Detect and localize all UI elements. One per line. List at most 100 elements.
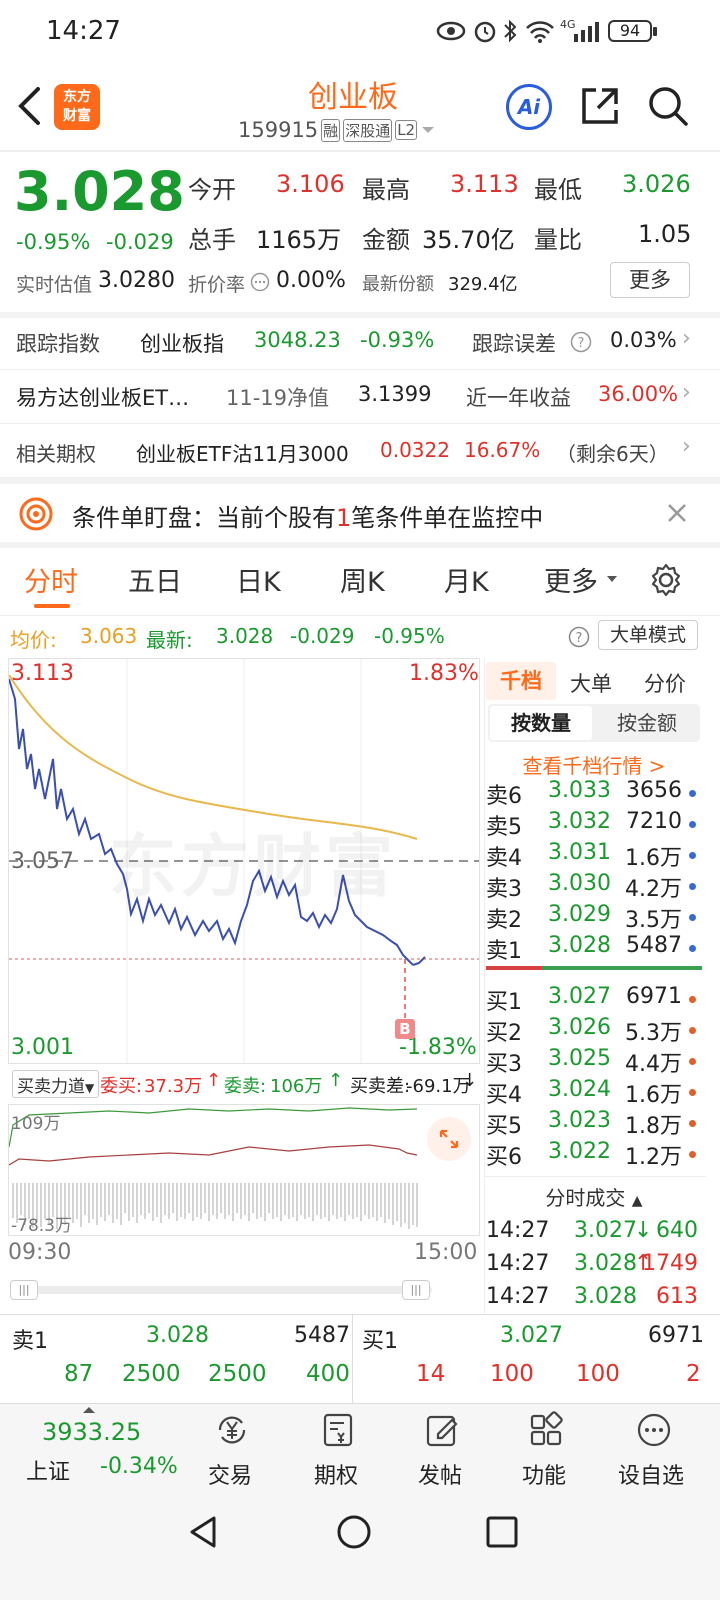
condition-alert-banner[interactable]: 条件单盯盘：当前个股有1笔条件单在监控中	[0, 484, 720, 542]
tab-monthly-k[interactable]: 月K	[444, 567, 489, 598]
more-info-icon[interactable]	[250, 272, 270, 292]
svg-text:?: ?	[576, 631, 583, 646]
scrollbar-left-handle[interactable]: |||	[10, 1280, 38, 1300]
tick-price: 3.028	[574, 1251, 637, 1276]
power-selector[interactable]: 买卖力道▼	[12, 1070, 100, 1098]
bid-level-row[interactable]: 买5 3.023 1.8万	[486, 1108, 702, 1139]
ask-level-row[interactable]: 卖6 3.033 3656	[486, 778, 702, 809]
help-icon[interactable]: ?	[570, 331, 592, 353]
tab-more[interactable]: 更多	[544, 567, 598, 598]
chevron-right-icon: ›	[682, 380, 691, 405]
system-back-icon[interactable]	[184, 1512, 224, 1552]
tracking-index-row[interactable]: 跟踪指数 创业板指 3048.23 -0.93% 跟踪误差 ? 0.03% ›	[0, 318, 720, 370]
battery-level: 94	[619, 21, 641, 40]
tab-five-day[interactable]: 五日	[128, 567, 182, 598]
caret-down-icon	[422, 127, 435, 133]
fund-nav-row[interactable]: 易方达创业板ET… 11-19净值 3.1399 近一年收益 36.00% ›	[0, 370, 720, 424]
network-label: 4G	[560, 18, 576, 31]
expand-chart-button[interactable]	[427, 1117, 471, 1161]
option-label: 相关期权	[16, 442, 96, 466]
settings-gear-icon[interactable]	[648, 562, 684, 598]
back-arrow-icon[interactable]	[16, 86, 42, 126]
return-value: 36.00%	[598, 382, 679, 406]
intraday-chart[interactable]: 东方财富 3.113 1.83% 3.057 3.001 -1.83% B	[8, 658, 480, 1064]
ai-label: Ai	[517, 95, 541, 119]
sell-order-qty: 2500	[208, 1361, 267, 1387]
avg-value: 3.063	[80, 624, 138, 648]
change-value: -0.029	[106, 230, 174, 254]
related-option-row[interactable]: 相关期权 创业板ETF沽11月3000 0.0322 16.67% （剩余6天）…	[0, 424, 720, 478]
nav-functions[interactable]: 功能	[496, 1404, 596, 1490]
system-home-icon[interactable]	[334, 1512, 374, 1552]
scrollbar-right-handle[interactable]: |||	[402, 1280, 430, 1300]
up-arrow-icon: ↑	[206, 1070, 222, 1091]
share-icon[interactable]	[578, 84, 622, 128]
close-icon[interactable]	[666, 502, 688, 524]
ticks-title: 分时成交	[545, 1186, 626, 1210]
search-icon[interactable]	[646, 84, 690, 128]
bid-level-row[interactable]: 买4 3.024 1.6万	[486, 1077, 702, 1108]
brand-logo[interactable]: 东方 财富	[54, 84, 100, 130]
security-code-row[interactable]: 159915 融 深股通 L2	[238, 116, 436, 144]
mode-by-quantity[interactable]: 按数量	[490, 706, 592, 740]
ask-level-row[interactable]: 卖4 3.031 1.6万	[486, 840, 702, 871]
option-price: 0.0322	[380, 438, 450, 462]
tab-weekly-k[interactable]: 周K	[340, 567, 385, 598]
bid-level-qty: 1.8万	[625, 1114, 682, 1139]
alarm-icon	[474, 21, 496, 43]
power-bottom-axis: -78.3万	[11, 1216, 72, 1236]
ask-level-dot	[689, 945, 696, 952]
bid-level-row[interactable]: 买2 3.026 5.3万	[486, 1015, 702, 1046]
nav-post[interactable]: 发帖	[392, 1404, 492, 1490]
track-pct: -0.93%	[360, 328, 435, 352]
ai-button[interactable]: Ai	[506, 84, 552, 130]
iopv-value: 3.0280	[98, 268, 175, 293]
time-axis-end: 15:00	[414, 1240, 478, 1265]
tab-daily-k[interactable]: 日K	[236, 567, 281, 598]
battery-icon: 94	[608, 20, 652, 42]
bid-level-label: 买6	[486, 1145, 522, 1170]
buy-order-qty: 2	[686, 1361, 701, 1387]
tick-time: 14:27	[486, 1284, 550, 1309]
time-range-scrollbar[interactable]: ||| |||	[8, 1280, 480, 1300]
nav-add-watchlist[interactable]: 设自选	[602, 1404, 712, 1490]
tab-price-distribution[interactable]: 分价	[644, 672, 686, 696]
change-pct: -0.95%	[16, 230, 91, 254]
nav-add-watchlist-label: 设自选	[618, 1464, 685, 1489]
bid-level-row[interactable]: 买3 3.025 4.4万	[486, 1046, 702, 1077]
view-thousand-levels-link[interactable]: 查看千档行情 >	[522, 754, 666, 778]
discount-label: 折价率	[188, 274, 246, 296]
tab-big-orders[interactable]: 大单	[570, 672, 612, 696]
bid-level-row[interactable]: 买1 3.027 6971	[486, 984, 702, 1015]
nav-options[interactable]: 期权	[288, 1404, 388, 1490]
system-recents-icon[interactable]	[482, 1512, 522, 1552]
system-nav-bar	[0, 1490, 720, 1600]
big-order-mode-button[interactable]: 大单模式	[598, 620, 698, 650]
help-icon[interactable]: ?	[568, 626, 590, 648]
edit-pencil-icon	[426, 1415, 458, 1447]
tab-intraday[interactable]: 分时	[24, 567, 78, 598]
buy-trade-marker[interactable]: B	[395, 1019, 415, 1039]
more-button[interactable]: 更多	[610, 262, 690, 298]
track-value: 3048.23	[254, 328, 341, 352]
ticks-header[interactable]: 分时成交 ▲	[486, 1182, 702, 1211]
ask-level-row[interactable]: 卖3 3.030 4.2万	[486, 871, 702, 902]
power-chart[interactable]: 109万 -78.3万	[8, 1104, 480, 1236]
index-name: 上证	[26, 1460, 71, 1485]
buy-order-qty: 100	[576, 1361, 620, 1387]
ask-level-label: 卖4	[486, 846, 522, 871]
index-ticker[interactable]: 3933.25 上证 -0.34%	[0, 1404, 190, 1490]
level1-buy-label: 买1	[362, 1329, 398, 1354]
nav-trade[interactable]: 交易	[182, 1404, 282, 1490]
option-pct: 16.67%	[464, 438, 541, 462]
chart-mid-price: 3.057	[11, 849, 74, 874]
ask-level-row[interactable]: 卖1 3.028 5487	[486, 933, 702, 964]
ask-level-row[interactable]: 卖5 3.032 7210	[486, 809, 702, 840]
connect-badge: 深股通	[343, 118, 393, 142]
mode-by-amount[interactable]: 按金额	[617, 711, 677, 735]
bid-level-price: 3.023	[548, 1108, 611, 1133]
ask-level-row[interactable]: 卖2 3.029 3.5万	[486, 902, 702, 933]
chart-top-price: 3.113	[11, 661, 74, 686]
bid-level-row[interactable]: 买6 3.022 1.2万	[486, 1139, 702, 1170]
tab-thousand-levels[interactable]: 千档	[486, 662, 556, 700]
